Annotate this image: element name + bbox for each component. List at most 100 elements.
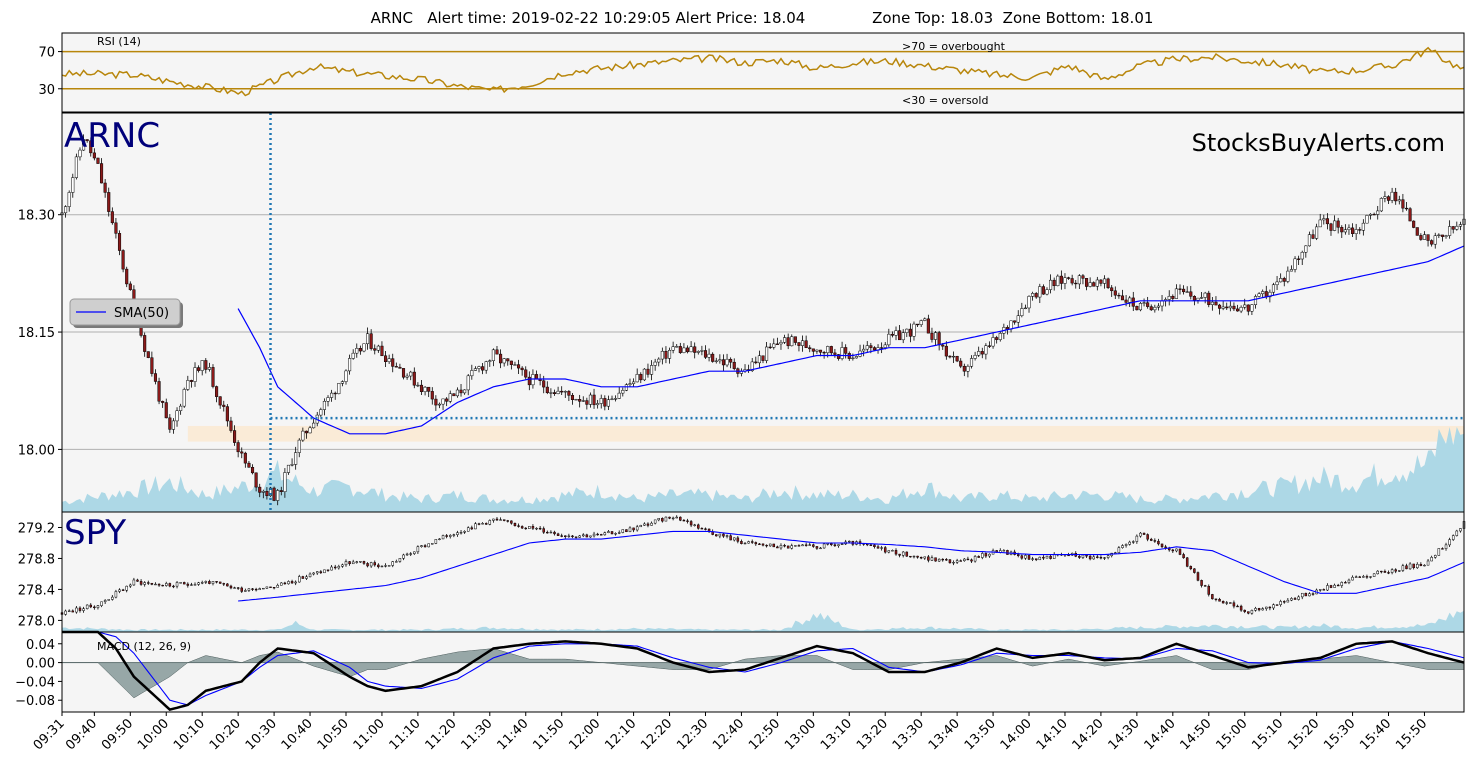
candle-down — [517, 525, 520, 527]
candle-down — [358, 348, 362, 352]
candle-down — [689, 521, 693, 526]
candle-down — [150, 582, 154, 585]
candle-up — [923, 318, 927, 321]
candle-up — [1444, 235, 1448, 237]
candle-up — [369, 562, 373, 567]
candle-up — [182, 389, 186, 407]
candle-up — [294, 452, 298, 465]
candle-down — [639, 374, 643, 381]
candle-up — [1308, 593, 1311, 597]
candle-up — [1081, 554, 1085, 558]
candle-up — [190, 584, 193, 586]
candle-up — [463, 389, 467, 394]
candle-up — [262, 587, 265, 590]
candle-down — [1386, 196, 1391, 201]
candle-up — [1196, 297, 1200, 301]
candle-down — [668, 516, 671, 519]
sma-line — [237, 245, 1465, 435]
candle-down — [1078, 556, 1081, 558]
y-tick-label: 279.2 — [18, 521, 55, 536]
candle-down — [1164, 546, 1167, 549]
candle-down — [157, 583, 161, 586]
candle-up — [628, 383, 632, 385]
candle-down — [646, 368, 650, 375]
candle-down — [1236, 605, 1239, 608]
candle-down — [833, 352, 837, 355]
candle-down — [1340, 227, 1344, 233]
candle-up — [1221, 306, 1225, 309]
candle-up — [556, 390, 560, 395]
candle-down — [959, 360, 963, 367]
candle-up — [1398, 570, 1401, 572]
candle-up — [981, 553, 984, 558]
candle-down — [229, 420, 233, 431]
candle-down — [236, 587, 240, 589]
candle-down — [822, 352, 826, 354]
candle-down — [661, 518, 664, 522]
candle-down — [772, 543, 776, 548]
candle-down — [215, 386, 219, 397]
candle-up — [387, 358, 391, 362]
candle-down — [715, 534, 718, 537]
x-tick-label: 12:30 — [674, 716, 711, 753]
candle-down — [226, 583, 229, 587]
arnc-ticker-label: ARNC — [64, 116, 160, 156]
candle-down — [1329, 585, 1333, 588]
candle-up — [1253, 296, 1258, 305]
candle-down — [1178, 548, 1182, 555]
candle-up — [355, 348, 359, 354]
candle-up — [384, 565, 387, 567]
candle-down — [786, 337, 790, 347]
candle-down — [452, 393, 456, 397]
candle-down — [804, 544, 808, 546]
candle-up — [481, 523, 484, 525]
candle-down — [1106, 278, 1110, 289]
rsi-panel: 30 70 RSI (14) >70 = overbought <30 = overso… — [38, 32, 1465, 113]
candle-up — [963, 558, 966, 562]
candle-up — [1458, 224, 1462, 227]
candle-up — [973, 354, 977, 359]
candle-down — [786, 545, 790, 549]
candle-down — [240, 451, 244, 454]
x-tick-label: 13:20 — [854, 716, 891, 753]
candle-up — [1200, 297, 1204, 299]
candle-up — [1135, 535, 1139, 542]
candle-down — [869, 544, 873, 546]
candle-up — [535, 527, 538, 530]
candle-up — [1138, 303, 1143, 311]
candle-down — [1229, 602, 1232, 604]
macd-background — [61, 631, 1465, 713]
y-tick-label: −0.08 — [15, 694, 55, 709]
candle-up — [887, 550, 891, 553]
watermark: StocksBuyAlerts.com — [1192, 129, 1445, 157]
candle-up — [1174, 288, 1178, 299]
candle-up — [456, 532, 459, 535]
candle-down — [1149, 306, 1153, 311]
candle-down — [1157, 540, 1160, 545]
arnc-volume — [62, 427, 1464, 512]
candle-down — [966, 558, 970, 561]
candle-up — [348, 358, 352, 372]
x-tick-label: 15:50 — [1393, 716, 1430, 753]
candle-up — [1268, 291, 1272, 298]
y-tick-label: 278.0 — [18, 614, 55, 629]
candle-up — [617, 532, 621, 534]
candle-down — [172, 585, 175, 588]
candle-down — [898, 553, 901, 556]
candle-up — [1297, 596, 1300, 600]
candle-down — [721, 359, 726, 366]
candle-up — [1210, 301, 1214, 305]
candle-down — [775, 343, 779, 345]
candle-down — [419, 384, 424, 392]
candle-up — [628, 527, 632, 533]
candle-down — [1146, 302, 1150, 307]
candle-down — [254, 472, 258, 488]
candle-up — [402, 554, 405, 559]
candle-down — [905, 551, 909, 557]
candle-down — [1440, 234, 1444, 237]
candle-down — [1192, 296, 1196, 301]
candle-up — [1102, 278, 1107, 284]
candle-down — [552, 392, 557, 395]
candle-down — [1282, 278, 1286, 282]
candle-down — [542, 380, 546, 388]
